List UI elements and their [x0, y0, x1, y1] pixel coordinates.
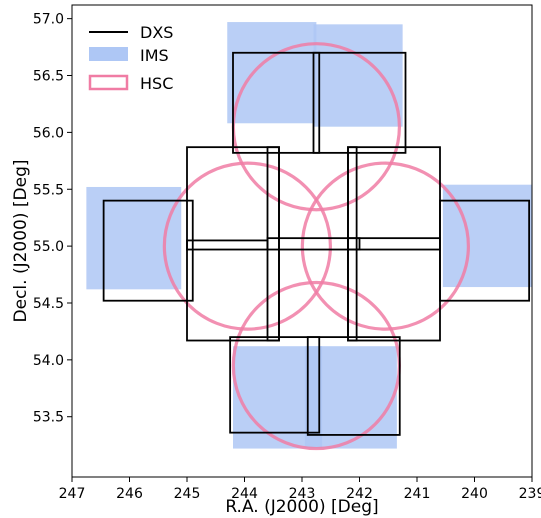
ims-field-3	[442, 184, 532, 288]
y-tick-label: 53.5	[33, 410, 64, 426]
legend: DXS IMS HSC	[88, 23, 173, 93]
x-tick-label: 247	[59, 486, 86, 502]
dxs-field-12	[266, 237, 361, 251]
data-layer	[86, 22, 532, 451]
x-tick-label: 246	[116, 486, 143, 502]
legend-ims-label: IMS	[140, 46, 169, 65]
y-tick-label: 54.0	[33, 353, 64, 369]
ticks-layer: 247 246 245 244 243 242 241 240 239 53.5 54.0 54.5 5…	[33, 12, 541, 502]
dxs-field-8	[266, 146, 280, 342]
dxs-field-4	[229, 336, 321, 434]
legend-ims-swatch	[89, 47, 128, 61]
dxs-field-0	[232, 51, 321, 154]
legend-hsc-swatch	[88, 74, 129, 91]
x-axis-label: R.A. (J2000) [Deg]	[225, 497, 378, 517]
y-tick-label: 55.0	[33, 239, 64, 255]
y-tick-label: 57.0	[33, 12, 64, 28]
x-tick-label: 240	[461, 486, 488, 502]
hsc-field-1	[162, 161, 333, 331]
dxs-field-1	[312, 51, 407, 154]
hsc-field-2	[300, 161, 471, 331]
x-tick-label: 245	[174, 486, 201, 502]
legend-hsc-label: HSC	[140, 74, 173, 93]
x-tick-label: 241	[404, 486, 431, 502]
legend-dxs-label: DXS	[140, 23, 173, 42]
ims-field-5	[304, 346, 397, 449]
y-tick-label: 55.5	[33, 182, 64, 198]
x-tick-label: 242	[346, 486, 373, 502]
dxs-field-9	[347, 146, 358, 342]
y-tick-label: 56.0	[33, 125, 64, 141]
ims-field-1	[313, 24, 403, 127]
dxs-field-7	[347, 146, 441, 342]
y-tick-label: 56.5	[33, 69, 64, 85]
x-tick-label: 243	[289, 486, 316, 502]
x-tick-label: 239	[519, 486, 541, 502]
dxs-field-2	[102, 199, 194, 302]
ims-field-0	[227, 22, 317, 124]
y-axis-label: Decl. (J2000) [Deg]	[11, 160, 31, 323]
x-tick-label: 244	[231, 486, 258, 502]
dxs-field-11	[347, 237, 441, 251]
y-tick-label: 54.5	[33, 296, 64, 312]
dxs-field-5	[306, 336, 401, 436]
ims-field-2	[86, 186, 182, 290]
dxs-field-10	[186, 239, 269, 251]
